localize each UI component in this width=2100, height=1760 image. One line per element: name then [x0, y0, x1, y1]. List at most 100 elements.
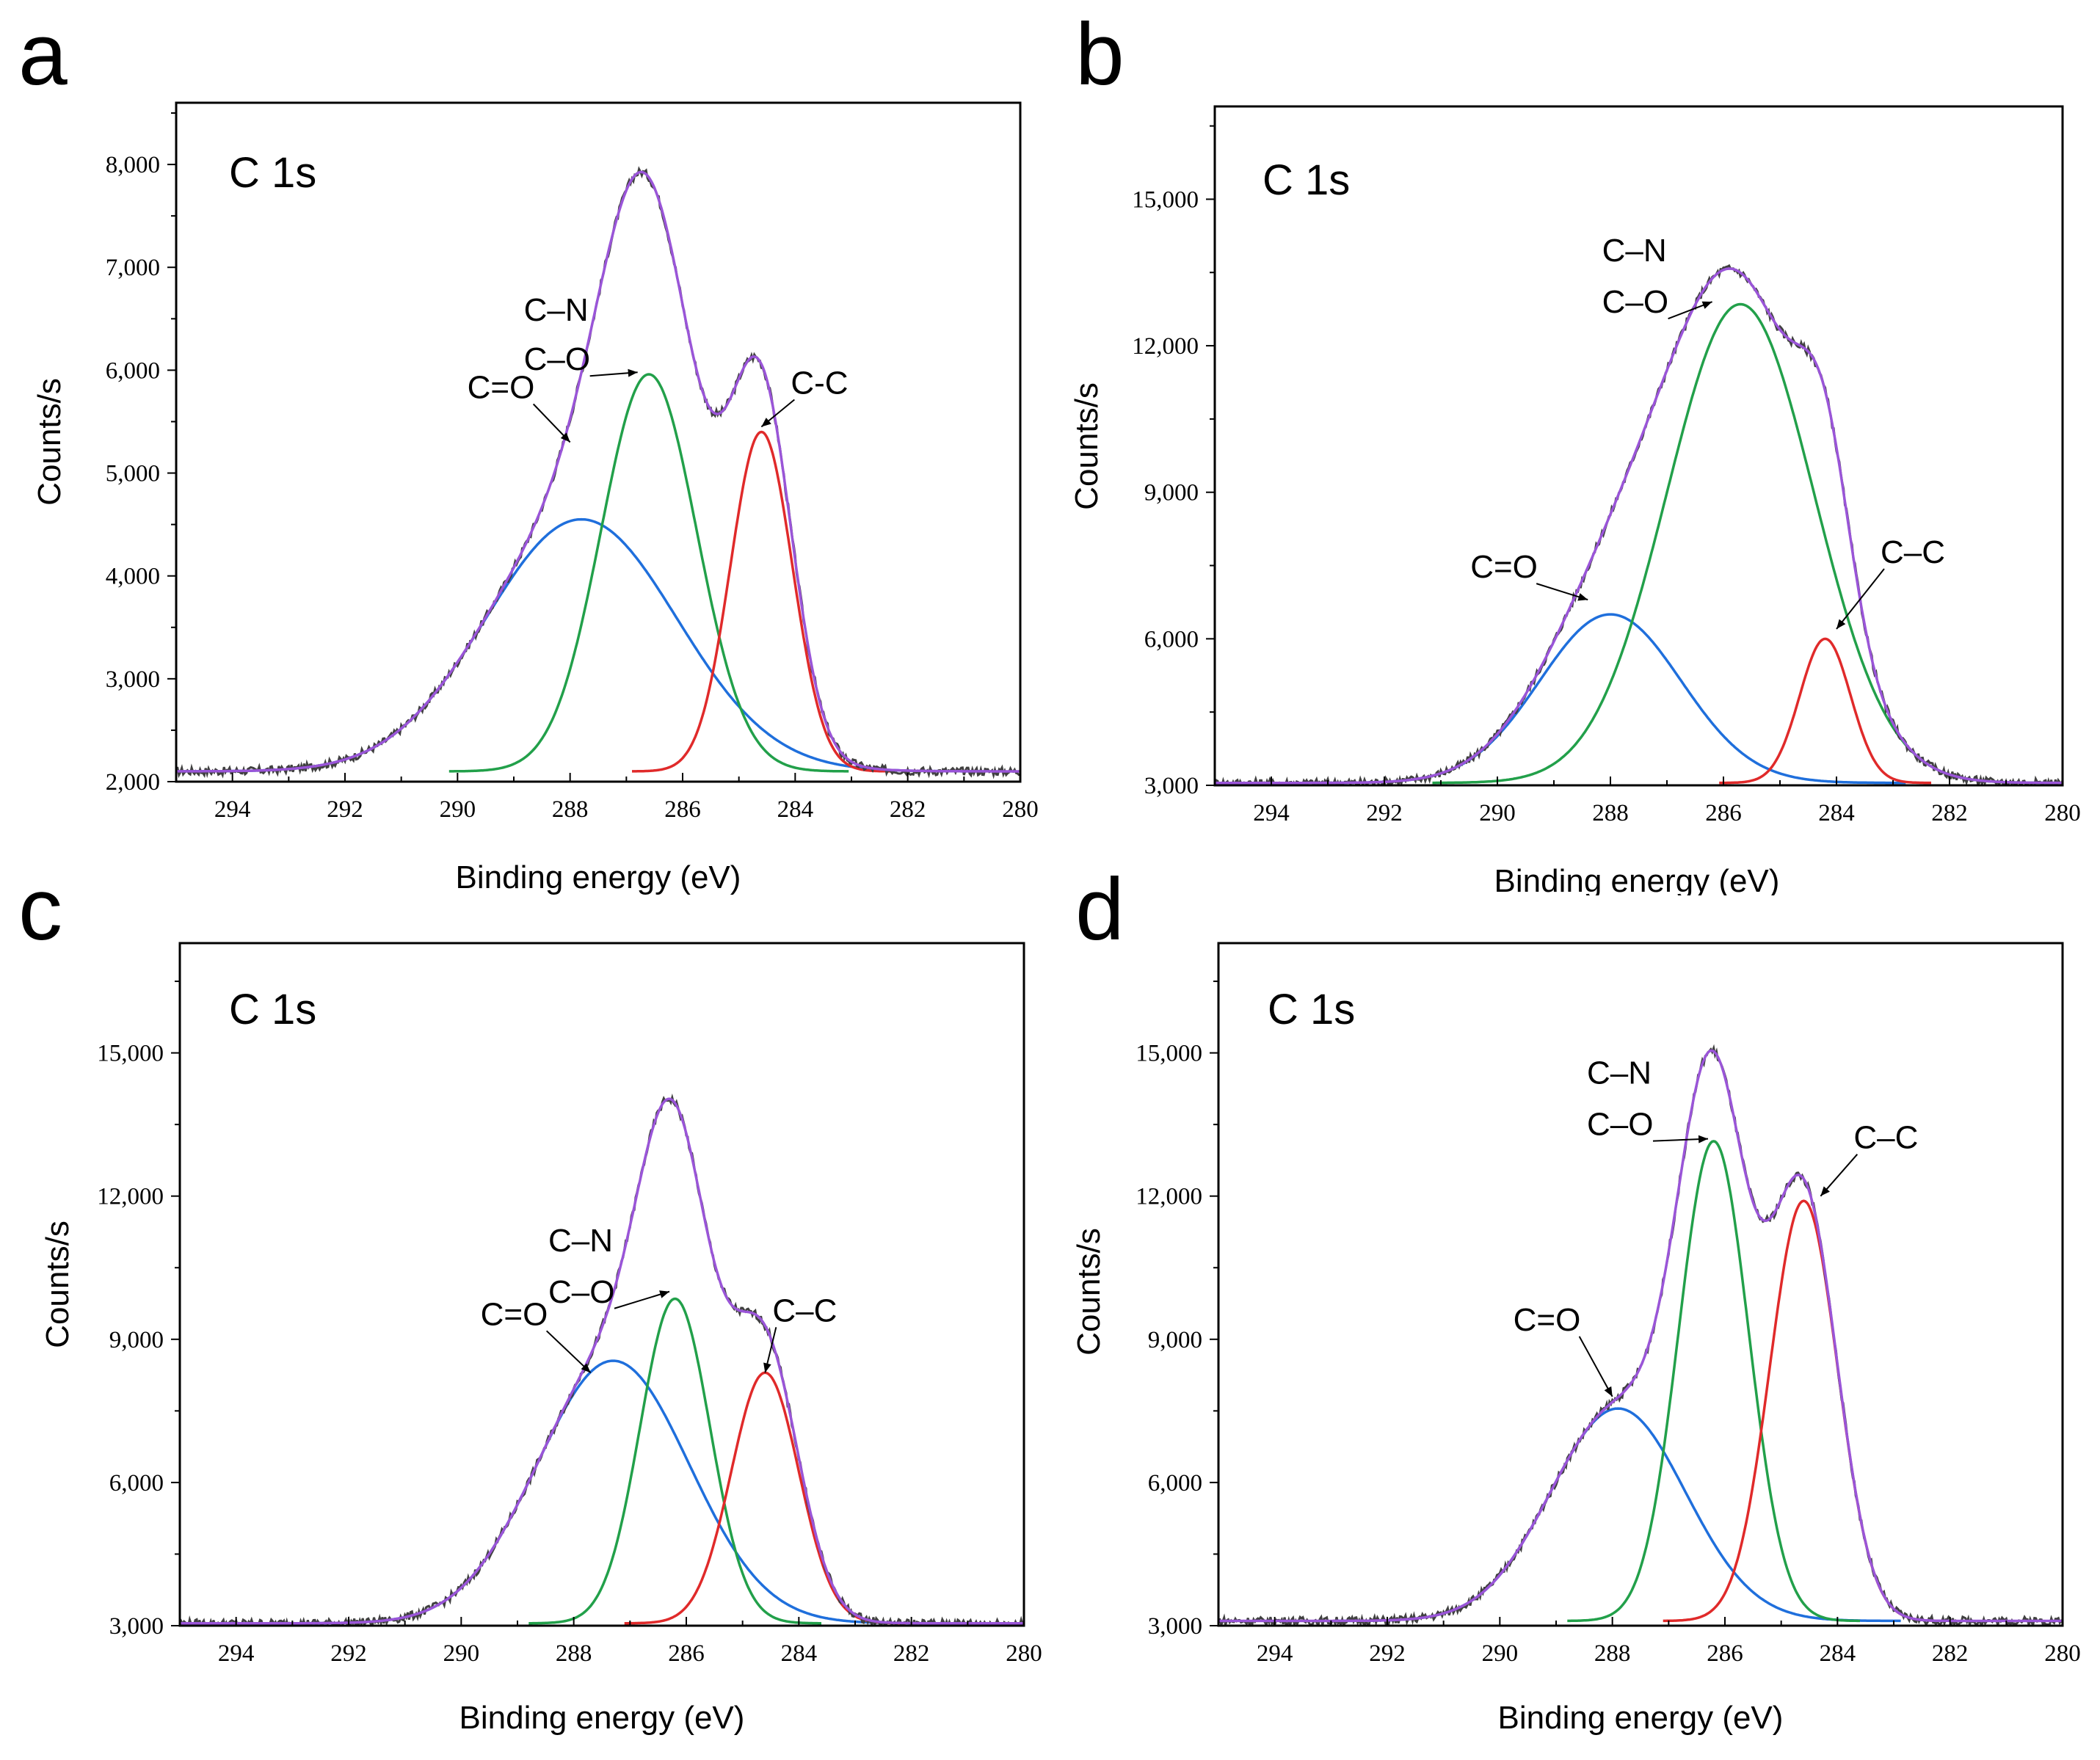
peak-annotation: C–O — [1602, 284, 1668, 320]
peak-annotation: C–N — [1587, 1055, 1652, 1091]
x-axis-label: Binding energy (eV) — [1498, 1700, 1784, 1736]
x-axis-label: Binding energy (eV) — [456, 859, 741, 895]
plot-frame — [178, 942, 1025, 1627]
inner-title: C 1s — [1268, 986, 1355, 1033]
x-tick-label: 286 — [1705, 800, 1742, 826]
y-tick-label: 9,000 — [1144, 480, 1199, 506]
panel-a: a 294 292 290 288 286 284 282 280 2,000 3,000 4,00… — [0, 0, 1050, 895]
panel-d: d 294 292 290 288 286 284 282 280 3,000 6,000 9,00… — [1050, 859, 2100, 1760]
panel-label: b — [1075, 5, 1125, 103]
y-tick-label: 6,000 — [109, 1470, 164, 1497]
y-tick-label: 12,000 — [1136, 1184, 1202, 1210]
y-tick-label: 2,000 — [106, 769, 160, 796]
plot-frame — [1217, 942, 2064, 1627]
peak-annotation: C–O — [1587, 1107, 1653, 1143]
panel-c: c 294 292 290 288 286 284 282 280 3,000 6,000 9,00… — [0, 859, 1050, 1760]
peak-annotation: C=O — [1514, 1302, 1581, 1338]
x-tick-label: 288 — [556, 1640, 592, 1667]
x-tick-label: 282 — [893, 1640, 930, 1667]
x-tick-label: 288 — [1594, 1640, 1631, 1667]
panel-label: d — [1075, 860, 1125, 959]
y-tick-label: 15,000 — [1136, 1041, 1202, 1067]
x-tick-label: 280 — [2044, 1640, 2081, 1667]
peak-curve — [1315, 613, 1906, 785]
inner-title: C 1s — [1262, 156, 1350, 204]
annotation-arrowhead — [1698, 1135, 1708, 1143]
y-tick-label: 8,000 — [106, 152, 160, 178]
annotation-arrowhead — [560, 432, 570, 443]
x-tick-label: 294 — [214, 796, 251, 823]
y-tick-label: 4,000 — [106, 564, 160, 590]
x-tick-label: 294 — [1253, 800, 1290, 826]
x-tick-label: 292 — [1369, 1640, 1406, 1667]
chart-d-svg: d 294 292 290 288 286 284 282 280 3,000 6,000 9,00… — [1071, 860, 2081, 1736]
x-tick-label: 284 — [777, 796, 814, 823]
y-tick-label: 12,000 — [97, 1184, 164, 1210]
x-tick-label: 288 — [552, 796, 589, 823]
peak-curve — [295, 1359, 931, 1625]
envelope-fit-line — [176, 170, 1020, 773]
y-tick-label: 3,000 — [106, 666, 160, 693]
y-axis-label: Counts/s — [1069, 382, 1105, 510]
x-tick-label: 282 — [1932, 1640, 1969, 1667]
peak-curve — [624, 1371, 906, 1625]
raw-spectrum-line — [176, 166, 1020, 779]
y-tick-label: 3,000 — [1148, 1613, 1202, 1640]
peak-annotation: C–C — [1881, 534, 1945, 570]
y-tick-label: 6,000 — [1144, 626, 1199, 652]
y-tick-label: 9,000 — [109, 1327, 164, 1353]
panel-label: c — [18, 860, 62, 959]
annotation-arrowhead — [761, 418, 771, 427]
annotation-arrow — [545, 1330, 592, 1374]
envelope-fit-line — [1218, 1049, 2063, 1623]
x-tick-label: 282 — [890, 796, 926, 823]
raw-spectrum-line — [1215, 263, 2063, 785]
peak-curve — [1432, 302, 2049, 785]
annotation-arrow — [1578, 1336, 1613, 1397]
x-tick-label: 280 — [1006, 1640, 1042, 1667]
x-axis-label: Binding energy (eV) — [1494, 863, 1780, 895]
panel-label: a — [18, 5, 68, 103]
x-tick-label: 292 — [330, 1640, 367, 1667]
x-tick-label: 282 — [1931, 800, 1968, 826]
x-tick-label: 290 — [443, 1640, 480, 1667]
inner-title: C 1s — [229, 986, 316, 1033]
plot-frame — [1213, 105, 2064, 787]
x-tick-label: 286 — [664, 796, 701, 823]
chart-b-svg: b 294 292 290 288 286 284 282 280 3,000 6,000 9,00… — [1069, 5, 2081, 895]
x-axis-label: Binding energy (eV) — [459, 1700, 745, 1736]
peak-curve — [448, 373, 849, 773]
peak-curve — [1335, 1407, 1901, 1623]
y-tick-label: 3,000 — [1144, 773, 1199, 799]
x-tick-label: 294 — [1257, 1640, 1293, 1667]
y-tick-label: 6,000 — [1148, 1470, 1202, 1497]
annotation-arrowhead — [1836, 619, 1846, 630]
x-tick-label: 290 — [1482, 1640, 1519, 1667]
y-tick-label: 9,000 — [1148, 1327, 1202, 1353]
panel-b: b 294 292 290 288 286 284 282 280 3,000 6,000 9,00… — [1050, 0, 2100, 895]
x-tick-label: 286 — [1707, 1640, 1743, 1667]
chart-c-svg: c 294 292 290 288 286 284 282 280 3,000 6,000 9,00… — [18, 860, 1042, 1736]
x-tick-label: 284 — [1820, 1640, 1856, 1667]
x-tick-label: 284 — [1818, 800, 1855, 826]
y-tick-label: 3,000 — [109, 1613, 164, 1640]
x-tick-label: 294 — [218, 1640, 255, 1667]
annotation-arrowhead — [1577, 593, 1588, 601]
envelope-fit-line — [1215, 267, 2063, 785]
y-axis-label: Counts/s — [40, 1221, 76, 1348]
annotation-arrowhead — [581, 1363, 591, 1373]
y-tick-label: 15,000 — [97, 1041, 164, 1067]
peak-curve — [1663, 1199, 1944, 1623]
y-tick-label: 7,000 — [106, 255, 160, 281]
peak-annotation: C=O — [1470, 549, 1538, 585]
y-tick-label: 15,000 — [1132, 186, 1199, 213]
envelope-fit-line — [180, 1097, 1024, 1625]
x-tick-label: 288 — [1592, 800, 1629, 826]
annotation-arrowhead — [628, 368, 638, 377]
annotation-arrowhead — [1604, 1386, 1613, 1397]
y-tick-label: 12,000 — [1132, 333, 1199, 360]
peak-annotation: C–O — [524, 341, 590, 377]
peak-annotation: C–O — [548, 1274, 614, 1310]
x-tick-label: 290 — [440, 796, 476, 823]
x-tick-label: 290 — [1479, 800, 1516, 826]
